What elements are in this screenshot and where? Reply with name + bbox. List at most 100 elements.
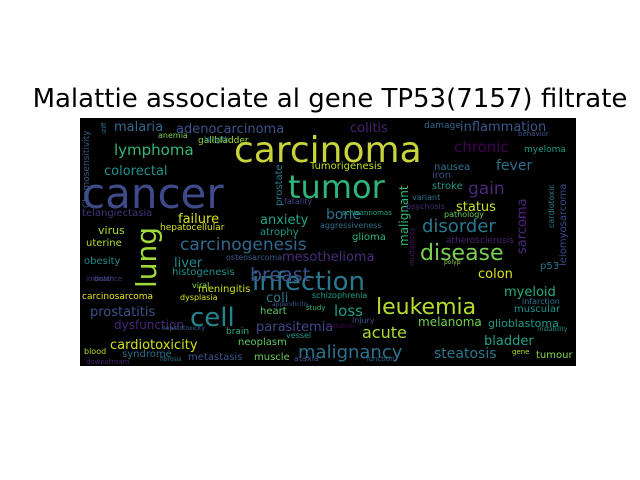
word-uterine: uterine [86, 238, 122, 249]
word-osteosarcoma: osteosarcoma [226, 253, 282, 262]
word-failure: failure [178, 212, 219, 227]
word-disease: disease [420, 241, 504, 266]
word-gene: gene [512, 348, 530, 356]
word-glioblastoma: glioblastoma [488, 317, 559, 330]
word-malignant: malignant [397, 185, 411, 246]
word-chronic: chronic [454, 138, 509, 156]
word-carcinoma: carcinoma [234, 130, 422, 171]
word-parasitemia: parasitemia [256, 320, 333, 335]
word-chemosensitivity: Chemosensitivity [82, 130, 92, 208]
word-status: status [456, 200, 496, 215]
word-tumorigenesis: Tumorigenesis [309, 161, 382, 172]
word-lung: lung [130, 227, 163, 288]
word-colorectal: colorectal [104, 164, 168, 179]
word-bladder: bladder [484, 334, 534, 349]
word-schizophrenia: schizophrenia [312, 291, 367, 300]
word-glioma: glioma [352, 232, 386, 243]
word-dysfunction: dysfunction [114, 318, 184, 332]
word-adenocarcinoma: adenocarcinoma [176, 122, 284, 137]
word-steatosis: steatosis [434, 346, 497, 362]
word-p53: p53 [540, 261, 559, 272]
word-acute: acute [362, 323, 407, 342]
word-colon: colon [478, 267, 513, 282]
word-inflammation: inflammation [460, 120, 546, 135]
word-cardiotoxicity: cardiotoxicity [110, 338, 198, 353]
word-prostate: prostate [274, 164, 285, 206]
word-infection: infection [252, 267, 365, 297]
word-heart: heart [260, 306, 287, 317]
word-study: study [306, 304, 325, 312]
word-telangiectasia: telangiectasia [82, 208, 152, 219]
word-liver: liver [174, 256, 203, 271]
word-function: function [366, 355, 395, 363]
word-cell: cell [190, 303, 235, 333]
word-viral: viral [192, 281, 209, 290]
word-cardiotoxic: cardiotoxic [547, 184, 556, 228]
word-loss: loss [334, 302, 363, 320]
word-cancer: cancer [82, 169, 224, 218]
word-carcinosarcoma: carcinosarcoma [82, 292, 153, 302]
word-melanoma: melanoma [418, 315, 482, 329]
word-stroke: stroke [432, 181, 463, 192]
word-leukemia: leukemia [376, 295, 476, 320]
figure-title: Malattie associate al gene TP53(7157) fi… [32, 84, 628, 114]
word-iron: iron [432, 170, 451, 181]
word-carcinogenesis: carcinogenesis [180, 235, 307, 255]
word-myeloma: myeloma [524, 145, 566, 155]
word-fibrosis: fibrosis [160, 356, 182, 363]
word-coli: coli [266, 291, 288, 306]
word-tumor: tumor [288, 168, 386, 206]
word-mesothelioma: mesothelioma [282, 250, 375, 265]
word-fatality: fatality [284, 197, 312, 206]
word-histogenesis: histogenesis [172, 267, 235, 278]
word-myeloid: myeloid [504, 285, 556, 300]
word-nausea: nausea [434, 162, 470, 173]
word-lymphoma: lymphoma [114, 141, 194, 159]
word-cloud: carcinoma cancer tumor infection disease leuk… [80, 118, 576, 366]
word-blood: blood [84, 347, 106, 356]
word-bone: bone [326, 207, 361, 223]
word-anemia: anemia [158, 131, 188, 140]
word-anxiety: anxiety [521, 205, 528, 228]
word-neoplasm: neoplasm [238, 337, 287, 348]
word-obesity: obesity [84, 256, 121, 267]
word-pathology: pathology [444, 210, 484, 219]
word-metabolic: metabolic [326, 323, 356, 330]
word-sarcoma: sarcoma [515, 198, 530, 254]
word-dysplasia: dysplasia [180, 293, 218, 302]
word-aggressiveness: aggressiveness [320, 221, 382, 230]
word-breast: breast [250, 264, 310, 286]
word-atrophy: atrophy [260, 227, 299, 238]
word-muscle: muscle [254, 352, 290, 363]
word-disorder: disorder [422, 216, 496, 237]
word-hepatotoxicity: hepatotoxicity [162, 325, 205, 332]
word-leiomyosarcoma: leiomyosarcoma [558, 184, 569, 266]
word-muscular: muscular [514, 304, 561, 315]
word-meningitis: meningitis [198, 284, 250, 295]
word-gallbladder: gallbladder [198, 136, 249, 146]
word-death: death [94, 275, 114, 283]
word-multiplicity: multiplicity [408, 227, 416, 266]
word-ataxia: ataxia [294, 354, 319, 363]
word-virus: virus [98, 224, 125, 237]
word-fever: fever [496, 158, 532, 174]
word-atherosclerosis: atherosclerosis [446, 236, 514, 246]
word-injury: injury [352, 316, 375, 325]
word-hepatocellular: hepatocellular [160, 223, 225, 233]
word-instability: instability [538, 326, 568, 333]
word-vessel: vessel [286, 331, 311, 340]
word-appendicitis: appendicitis [272, 301, 308, 308]
word-polyp: polyp [444, 259, 461, 266]
word-variant: variant [412, 193, 440, 202]
word-malaria: malaria [114, 120, 163, 135]
word-anxiety: anxiety [260, 213, 309, 228]
word-brain: brain [226, 327, 249, 337]
word-psychosis: psychosis [406, 202, 445, 211]
word-prostatitis: prostatitis [90, 305, 156, 320]
word-syndrome: syndrome [122, 349, 172, 360]
word-colitis: colitis [350, 121, 388, 136]
word-stiff: stiff [101, 122, 108, 134]
word-malignancy: malignancy [298, 342, 403, 363]
word-schwannomas: schwannomas [342, 209, 392, 217]
word-imbalance: imbalance [86, 275, 122, 283]
